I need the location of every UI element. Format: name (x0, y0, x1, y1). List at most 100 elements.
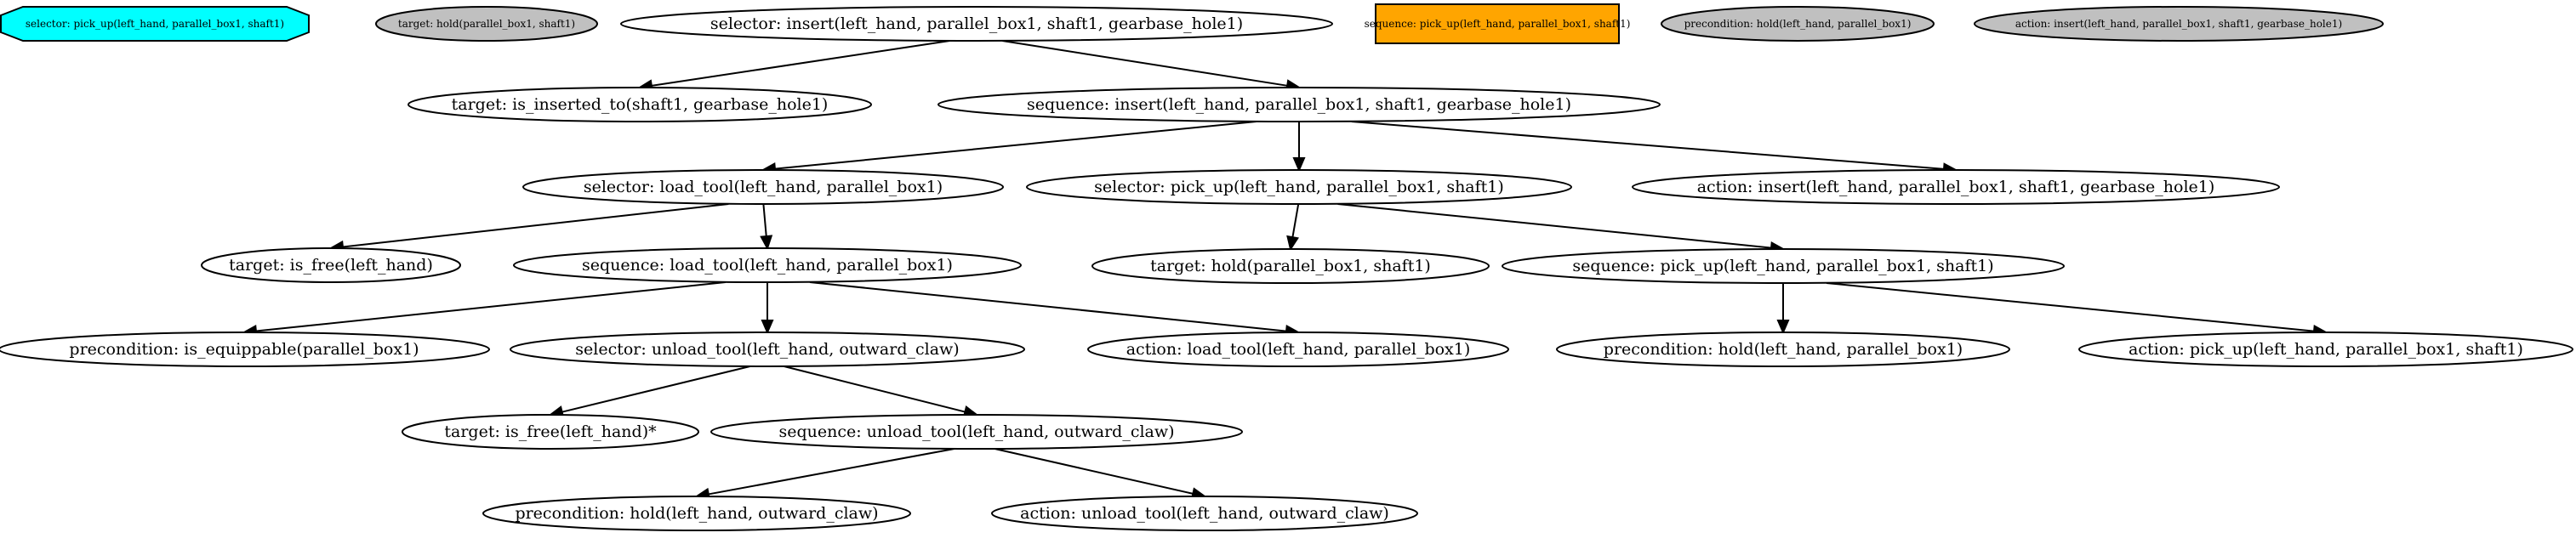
edge-n12-to-n16 (548, 366, 750, 418)
node-ellipse (1632, 169, 2280, 205)
edge-line (342, 203, 729, 248)
node-selector-unload-tool-left-hand-outward-claw: selector: unload_tool(left_hand, outward… (510, 332, 1025, 367)
node-label: precondition: hold(left_hand, parallel_b… (1604, 340, 1963, 359)
edges-layer (242, 40, 2328, 501)
node-precondition-hold-left-hand-parallel-box1: precondition: hold(left_hand, parallel_b… (1556, 332, 2010, 367)
edge-line (255, 281, 726, 332)
node-target-is-free-left-hand: target: is_free(left_hand) (201, 247, 461, 283)
nodes-layer: selector: insert(left_hand, parallel_box… (0, 6, 2573, 531)
node-label: sequence: load_tool(left_hand, parallel_… (582, 256, 953, 275)
edge-arrowhead (760, 235, 773, 251)
node-label: precondition: is_equippable(parallel_box… (69, 340, 419, 359)
node-target-is-free-left-hand: target: is_free(left_hand)* (402, 414, 699, 450)
node-ellipse (513, 247, 1022, 283)
node-label: sequence: unload_tool(left_hand, outward… (778, 422, 1174, 441)
node-target-hold-parallel-box1-shaft1: target: hold(parallel_box1, shaft1) (1091, 248, 1490, 284)
edge-n10-to-n14 (1776, 283, 1790, 335)
edge-n3-to-n4 (761, 121, 1257, 176)
edge-line (1337, 203, 1772, 249)
edge-line (1351, 121, 1945, 170)
node-sequence-load-tool-left-hand-parallel-box1: sequence: load_tool(left_hand, parallel_… (513, 247, 1022, 283)
node-label: action: insert(left_hand, parallel_box1,… (1697, 178, 2215, 196)
edge-n17-to-n18 (694, 448, 955, 501)
edge-n1-to-n2 (637, 40, 950, 93)
node-ellipse (0, 332, 490, 367)
edge-arrowhead (761, 320, 774, 335)
node-label: target: is_free(left_hand)* (444, 422, 657, 441)
edge-n4-to-n8 (760, 203, 773, 251)
node-ellipse (2078, 332, 2573, 367)
node-ellipse (938, 87, 1661, 122)
node-ellipse (710, 414, 1243, 450)
node-ellipse (482, 496, 911, 531)
node-label: target: hold(parallel_box1, shaft1) (1150, 257, 1431, 275)
node-label: action: unload_tool(left_hand, outward_c… (1020, 504, 1389, 523)
legend-shape (1974, 6, 2384, 42)
legend-box-sequence: sequence: pick_up(left_hand, parallel_bo… (1365, 3, 1630, 44)
edge-line (651, 40, 950, 87)
node-target-is-inserted-to-shaft1-gearbase-hole1: target: is_inserted_to(shaft1, gearbase_… (407, 87, 872, 122)
node-ellipse (402, 414, 699, 450)
edge-n10-to-n15 (1826, 282, 2328, 338)
legend-label: action: insert(left_hand, parallel_box1,… (2015, 18, 2342, 30)
edge-n5-to-n10 (1337, 203, 1786, 254)
node-label: sequence: pick_up(left_hand, parallel_bo… (1572, 257, 1993, 275)
node-ellipse (522, 169, 1004, 205)
node-selector-insert-left-hand-parallel-box1-shaft1-gearbase-hole: selector: insert(left_hand, parallel_box… (620, 6, 1333, 42)
edge-n5-to-n9 (1286, 203, 1300, 252)
node-precondition-hold-left-hand-outward-claw: precondition: hold(left_hand, outward_cl… (482, 496, 911, 531)
node-label: selector: unload_tool(left_hand, outward… (575, 340, 959, 359)
edge-line (774, 121, 1257, 170)
node-ellipse (1087, 332, 1509, 367)
edge-n4-to-n7 (328, 203, 729, 253)
node-action-unload-tool-left-hand-outward-claw: action: unload_tool(left_hand, outward_c… (991, 496, 1418, 531)
node-sequence-insert-left-hand-parallel-box1-shaft1-gearbase-hole: sequence: insert(left_hand, parallel_box… (938, 87, 1661, 122)
edge-line (561, 366, 750, 413)
edge-line (1002, 40, 1288, 87)
legend-ellipse-precondition: precondition: hold(left_hand, parallel_b… (1661, 6, 1935, 42)
edge-arrowhead (1286, 235, 1299, 252)
node-ellipse (407, 87, 872, 122)
node-label: target: is_free(left_hand) (229, 256, 433, 275)
node-precondition-is-equippable-parallel-box1: precondition: is_equippable(parallel_box… (0, 332, 490, 367)
legend-ellipse-action: action: insert(left_hand, parallel_box1,… (1974, 6, 2384, 42)
edge-n17-to-n19 (994, 448, 1207, 501)
edge-line (809, 281, 1287, 332)
edge-n3-to-n6 (1351, 121, 1958, 176)
node-selector-pick-up-left-hand-parallel-box1-shaft1: selector: pick_up(left_hand, parallel_bo… (1026, 169, 1572, 205)
edge-line (708, 448, 955, 496)
node-selector-load-tool-left-hand-parallel-box1: selector: load_tool(left_hand, parallel_… (522, 169, 1004, 205)
legend-shape (1375, 3, 1620, 44)
edge-line (1826, 282, 2315, 332)
legend-label: selector: pick_up(left_hand, parallel_bo… (26, 18, 284, 30)
node-ellipse (1556, 332, 2010, 367)
node-ellipse (1502, 248, 2065, 284)
legend-layer: selector: pick_up(left_hand, parallel_bo… (0, 3, 2384, 44)
node-label: selector: load_tool(left_hand, parallel_… (584, 178, 943, 196)
legend-label: target: hold(parallel_box1, shaft1) (398, 18, 575, 30)
node-ellipse (510, 332, 1025, 367)
legend-octagon-selector: selector: pick_up(left_hand, parallel_bo… (0, 6, 310, 42)
node-label: action: load_tool(left_hand, parallel_bo… (1126, 340, 1471, 359)
node-ellipse (620, 6, 1333, 42)
node-label: sequence: insert(left_hand, parallel_box… (1027, 95, 1571, 114)
node-ellipse (201, 247, 461, 283)
node-sequence-unload-tool-left-hand-outward-claw: sequence: unload_tool(left_hand, outward… (710, 414, 1243, 450)
edge-n12-to-n17 (784, 366, 979, 418)
legend-shape (1661, 6, 1935, 42)
edge-line (1291, 203, 1300, 238)
node-action-pick-up-left-hand-parallel-box1-shaft1: action: pick_up(left_hand, parallel_box1… (2078, 332, 2573, 367)
edge-n1-to-n3 (1002, 40, 1302, 93)
node-label: selector: pick_up(left_hand, parallel_bo… (1094, 178, 1504, 196)
edge-n3-to-n5 (1292, 122, 1306, 173)
legend-shape (375, 6, 598, 42)
node-label: target: is_inserted_to(shaft1, gearbase_… (452, 95, 829, 114)
legend-label: precondition: hold(left_hand, parallel_b… (1684, 18, 1912, 30)
edge-line (762, 203, 767, 237)
legend-ellipse-target: target: hold(parallel_box1, shaft1) (375, 6, 598, 42)
edge-n8-to-n12 (761, 282, 774, 335)
node-label: precondition: hold(left_hand, outward_cl… (515, 504, 878, 523)
node-sequence-pick-up-left-hand-parallel-box1-shaft1: sequence: pick_up(left_hand, parallel_bo… (1502, 248, 2065, 284)
